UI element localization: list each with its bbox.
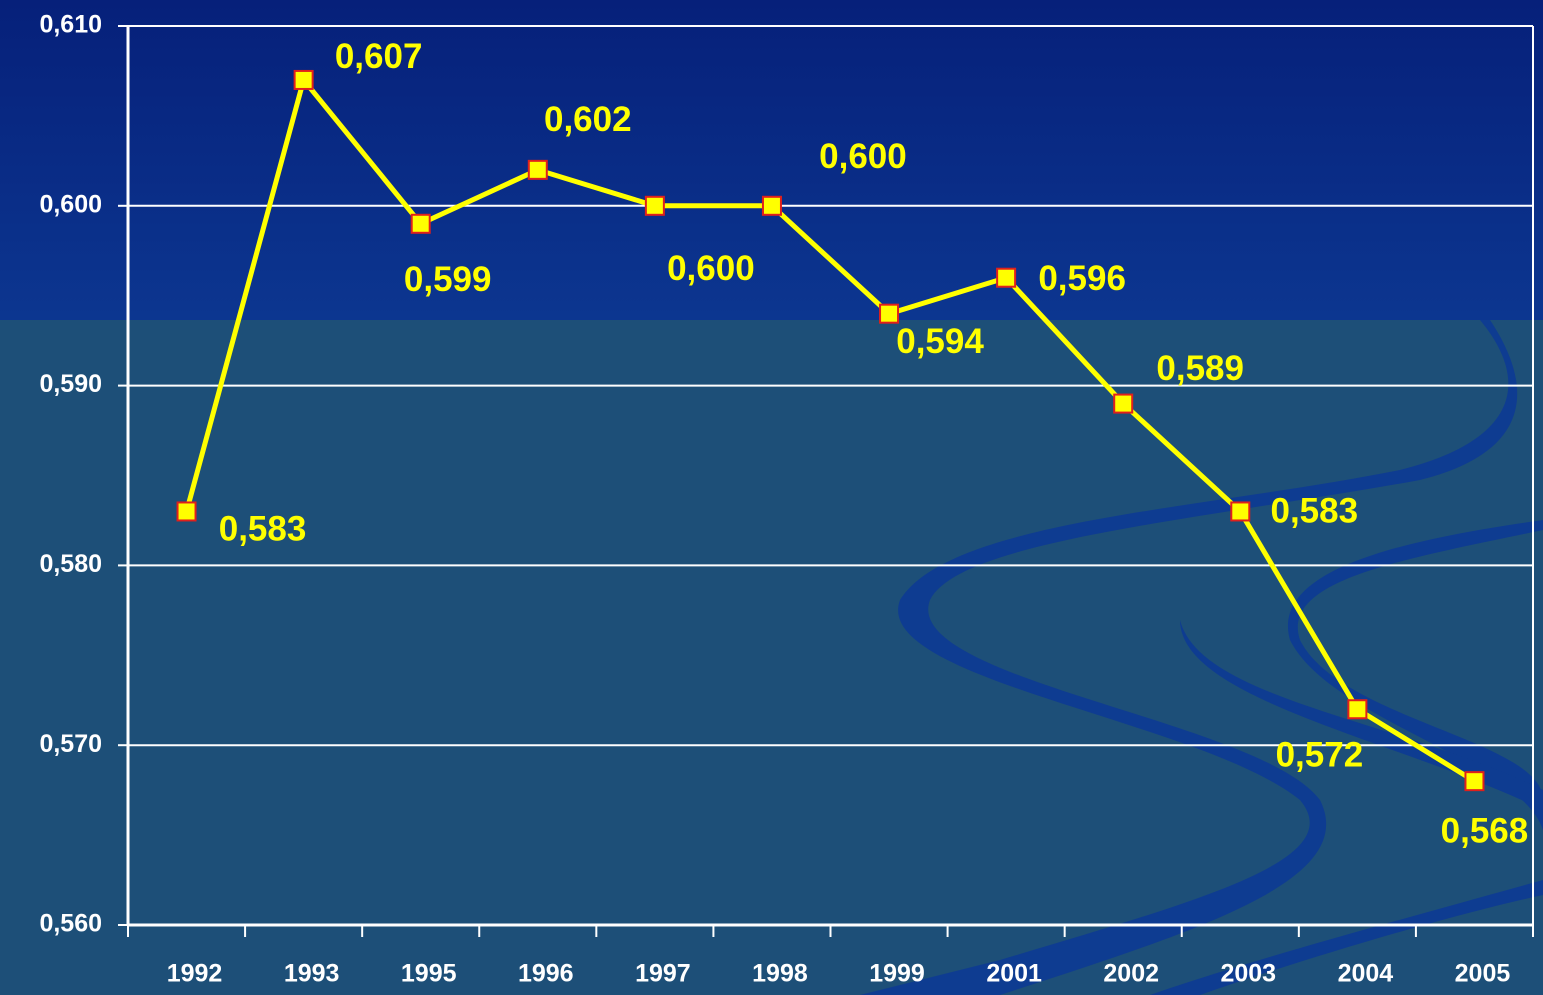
series-line: [184, 77, 1476, 784]
y-tick-label: 0,610: [39, 11, 102, 39]
x-tick-label: 2001: [986, 960, 1042, 988]
y-tick-label: 0,560: [39, 910, 102, 938]
x-tick-label: 1998: [752, 960, 808, 988]
decoration: [860, 320, 1543, 995]
point-marker: [1230, 501, 1251, 522]
point-marker: [879, 303, 900, 324]
data-label: 0,607: [335, 37, 423, 76]
x-tick-label: 1992: [167, 960, 223, 988]
data-label: 0,589: [1156, 349, 1244, 388]
y-tick-label: 0,590: [39, 370, 102, 398]
y-tick-label: 0,570: [39, 730, 102, 758]
data-label: 0,600: [819, 137, 907, 176]
y-tick-label: 0,580: [39, 550, 102, 578]
data-label: 0,600: [667, 249, 755, 288]
x-tick-label: 1995: [401, 960, 457, 988]
x-tick-label: 2002: [1103, 960, 1159, 988]
data-label: 0,594: [896, 322, 984, 361]
background-bottom: [0, 320, 1543, 995]
point-marker: [644, 195, 665, 216]
data-label: 0,572: [1276, 735, 1364, 774]
data-label: 0,599: [404, 260, 492, 299]
y-tick-label: 0,600: [39, 190, 102, 218]
point-marker: [1464, 771, 1485, 792]
x-tick-label: 1996: [518, 960, 574, 988]
data-label: 0,596: [1038, 259, 1126, 298]
data-label: 0,583: [219, 510, 307, 549]
point-marker: [996, 267, 1017, 288]
data-label: 0,568: [1441, 811, 1529, 850]
point-marker: [527, 159, 548, 180]
x-tick-label: 1993: [284, 960, 340, 988]
point-marker: [410, 213, 431, 234]
x-tick-label: 1999: [869, 960, 925, 988]
point-marker: [1347, 699, 1368, 720]
point-marker: [176, 501, 197, 522]
x-tick-label: 1997: [635, 960, 691, 988]
point-marker: [293, 69, 314, 90]
x-tick-label: 2005: [1455, 960, 1511, 988]
data-label: 0,602: [544, 100, 632, 139]
x-tick-label: 2004: [1338, 960, 1394, 988]
data-label: 0,583: [1270, 492, 1358, 531]
background-top: [0, 0, 1543, 320]
x-tick-label: 2003: [1220, 960, 1276, 988]
point-marker: [761, 195, 782, 216]
point-marker: [1113, 393, 1134, 414]
